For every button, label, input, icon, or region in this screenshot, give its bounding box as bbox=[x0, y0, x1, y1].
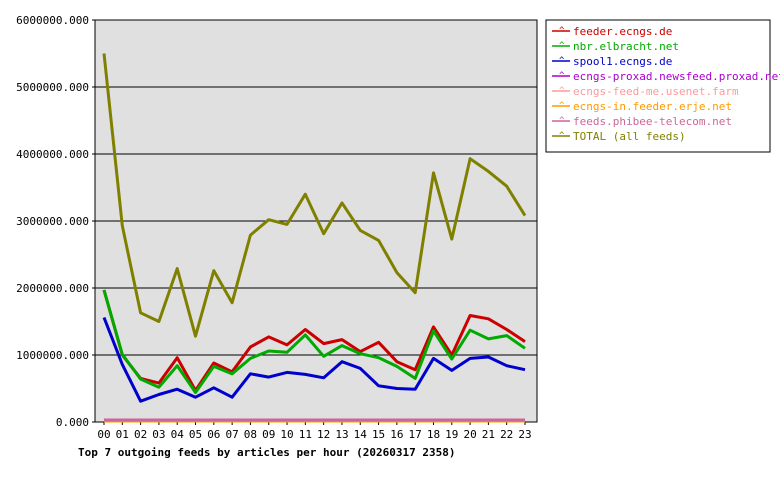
x-tick-label: 02 bbox=[134, 428, 147, 441]
legend-marker: ^ bbox=[559, 101, 565, 111]
y-tick-label: 4000000.000 bbox=[16, 148, 89, 161]
series-line-7 bbox=[102, 53, 527, 338]
x-tick-label: 05 bbox=[189, 428, 202, 441]
y-tick-label: 1000000.000 bbox=[16, 349, 89, 362]
y-tick-label: 6000000.000 bbox=[16, 14, 89, 27]
x-tick-label: 17 bbox=[409, 428, 422, 441]
x-tick-label: 21 bbox=[482, 428, 495, 441]
x-tick-label: 13 bbox=[335, 428, 348, 441]
legend-item: ^ spool1.ecngs.de bbox=[552, 55, 672, 68]
series-lines bbox=[102, 53, 527, 423]
x-tick-label: 20 bbox=[463, 428, 476, 441]
legend: ^ feeder.ecngs.de ^ nbr.elbracht.net ^ spool1… bbox=[545, 19, 780, 153]
x-tick-label: 16 bbox=[390, 428, 403, 441]
y-tick-label: 5000000.000 bbox=[16, 81, 89, 94]
legend-marker: ^ bbox=[559, 41, 565, 51]
legend-label: TOTAL (all feeds) bbox=[573, 130, 686, 143]
legend-item: ^ ecngs-feed-me.usenet.farm bbox=[552, 85, 739, 98]
legend-label: spool1.ecngs.de bbox=[573, 55, 672, 68]
x-tick-label: 14 bbox=[354, 428, 368, 441]
x-tick-label: 06 bbox=[207, 428, 220, 441]
legend-label: ecngs-feed-me.usenet.farm bbox=[573, 85, 739, 98]
x-tick-label: 08 bbox=[244, 428, 257, 441]
y-tick-label: 0.000 bbox=[56, 416, 89, 429]
legend-marker: ^ bbox=[559, 86, 565, 96]
x-tick-label: 23 bbox=[518, 428, 531, 441]
legend-marker: ^ bbox=[559, 116, 565, 126]
x-tick-label: 10 bbox=[280, 428, 293, 441]
x-tick-label: 11 bbox=[299, 428, 312, 441]
grid bbox=[95, 86, 537, 356]
y-tick-label: 2000000.000 bbox=[16, 282, 89, 295]
legend-label: ecngs-in.feeder.erje.net bbox=[573, 100, 732, 113]
legend-marker: ^ bbox=[559, 71, 565, 81]
x-tick-label: 18 bbox=[427, 428, 440, 441]
legend-label: nbr.elbracht.net bbox=[573, 40, 679, 53]
x-tick-label: 03 bbox=[152, 428, 165, 441]
x-tick-label: 09 bbox=[262, 428, 275, 441]
x-tick-label: 22 bbox=[500, 428, 513, 441]
x-axis-ticks: 00 01 02 03 04 05 06 07 08 09 10 11 12 13 14 15 16 17 18 19… bbox=[97, 422, 532, 441]
x-tick-label: 12 bbox=[317, 428, 330, 441]
series-line-0 bbox=[102, 289, 526, 392]
legend-label: feeds.phibee-telecom.net bbox=[573, 115, 732, 128]
x-tick-label: 07 bbox=[226, 428, 239, 441]
legend-item: ^ feeder.ecngs.de bbox=[552, 25, 672, 38]
chart-title: Top 7 outgoing feeds by articles per hou… bbox=[78, 446, 456, 459]
legend-item: ^ TOTAL (all feeds) bbox=[552, 130, 686, 143]
y-tick-label: 3000000.000 bbox=[16, 215, 89, 228]
legend-marker: ^ bbox=[559, 26, 565, 36]
legend-label: ecngs-proxad.newsfeed.proxad.net bbox=[573, 70, 780, 83]
series-line-1 bbox=[102, 289, 526, 394]
legend-item: ^ ecngs-proxad.newsfeed.proxad.net bbox=[552, 70, 780, 83]
legend-marker: ^ bbox=[559, 56, 565, 66]
legend-label: feeder.ecngs.de bbox=[573, 25, 672, 38]
x-tick-label: 19 bbox=[445, 428, 458, 441]
x-tick-label: 00 bbox=[97, 428, 110, 441]
legend-box bbox=[545, 19, 771, 153]
x-tick-label: 01 bbox=[116, 428, 129, 441]
legend-marker: ^ bbox=[559, 131, 565, 141]
series-line-2 bbox=[102, 316, 526, 403]
legend-item: ^ nbr.elbracht.net bbox=[552, 40, 679, 53]
x-tick-label: 15 bbox=[372, 428, 385, 441]
legend-item: ^ ecngs-in.feeder.erje.net bbox=[552, 100, 732, 113]
x-tick-label: 04 bbox=[171, 428, 185, 441]
y-axis-ticks: 0.000 1000000.000 2000000.000 3000000.000 40… bbox=[16, 14, 95, 429]
legend-item: ^ feeds.phibee-telecom.net bbox=[552, 115, 732, 128]
